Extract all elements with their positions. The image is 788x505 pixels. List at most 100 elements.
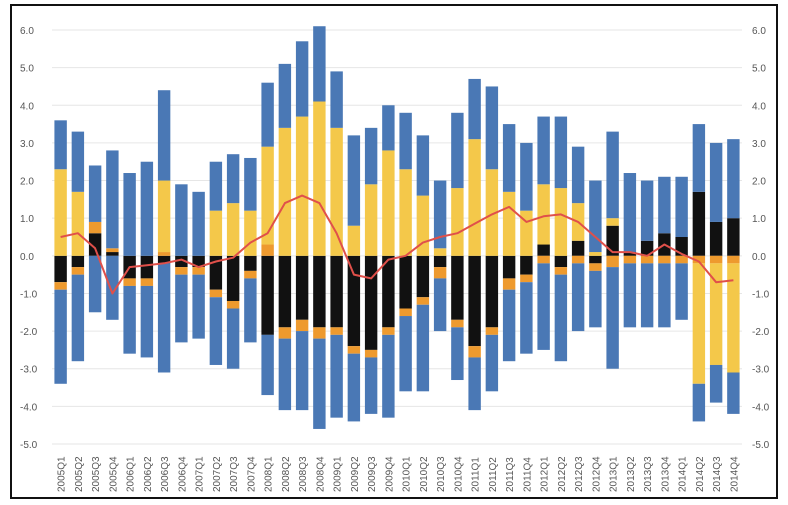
x-tick-label: 2009Q3: [367, 456, 378, 492]
bar-segment: [364, 357, 378, 414]
bar-segment: [54, 169, 67, 256]
bar-segment: [589, 263, 602, 271]
bar-segment: [416, 255, 430, 298]
bar-segment: [347, 346, 361, 354]
bar-segment: [140, 255, 154, 279]
y-tick-label: -4.0: [20, 402, 38, 413]
bar-segment: [71, 131, 85, 192]
bar-segment: [451, 188, 464, 256]
bar-segment: [433, 248, 447, 256]
x-tick-label: 2007Q3: [229, 456, 240, 492]
right-y-axis: 6.0 5.0 4.0 3.0 2.0 1.0 0.0 -1.0 -2.0 -3.0 -4.0 -5.…: [752, 26, 770, 451]
bar-segment: [382, 105, 395, 151]
y-tick-label: -3.0: [20, 365, 38, 376]
x-tick-label: 2010Q4: [453, 456, 464, 492]
bar-segment: [209, 210, 223, 256]
bar-segment: [554, 255, 568, 268]
bar-segment: [71, 191, 85, 256]
bar-segment: [727, 139, 740, 219]
bar-segment: [451, 319, 464, 328]
bar-segment: [382, 334, 395, 418]
bar-segment: [123, 173, 136, 256]
bar-segment: [382, 150, 395, 256]
bar-segment: [226, 308, 240, 369]
bar-segment: [433, 278, 447, 332]
bar-segment: [468, 357, 481, 411]
x-tick-label: 2011Q1: [471, 457, 482, 492]
bar-segment: [692, 263, 706, 384]
right-y-tick-label: -2.0: [752, 327, 770, 338]
bar-segment: [606, 218, 619, 226]
bar-segment: [157, 255, 171, 264]
bar-segment: [675, 176, 688, 237]
y-tick-label: 5.0: [20, 64, 34, 75]
bar-segment: [606, 267, 619, 369]
bar-segment: [692, 383, 706, 422]
bar-segment: [209, 297, 223, 365]
bar-segment: [347, 225, 361, 256]
bar-segment: [106, 255, 119, 320]
stacked-bar-line-chart: 6.0 5.0 4.0 3.0 2.0 1.0 0.0 -1.0 -2.0 -3.0 -4.0 -5.…: [20, 26, 770, 492]
bar-segment: [589, 252, 602, 256]
y-tick-label: -5.0: [20, 440, 38, 451]
bar-segment: [399, 308, 412, 317]
x-tick-label: 2012Q2: [557, 456, 568, 492]
bar-segment: [106, 252, 119, 256]
bar-segment: [226, 255, 240, 301]
bar-segment: [382, 327, 395, 335]
x-tick-label: 2014Q1: [678, 456, 689, 492]
bar-segment: [537, 116, 550, 185]
bar-segment: [261, 146, 274, 245]
x-tick-label: 2011Q2: [488, 457, 499, 492]
right-y-tick-label: 6.0: [752, 26, 766, 37]
bar-segment: [295, 331, 309, 411]
x-tick-label: 2010Q1: [402, 456, 413, 492]
bar-segment: [54, 255, 67, 283]
bar-segment: [54, 120, 67, 170]
right-y-tick-label: -5.0: [752, 440, 770, 451]
bar-segment: [399, 112, 412, 170]
bar-segment: [71, 255, 85, 268]
bar-segment: [347, 255, 361, 347]
bar-segment: [709, 263, 723, 365]
x-tick-label: 2013Q3: [643, 456, 654, 492]
bar-segment: [554, 274, 568, 362]
bar-segment: [88, 233, 102, 256]
bar-segment: [192, 191, 205, 256]
bar-segment: [209, 255, 223, 290]
right-y-tick-label: 0.0: [752, 252, 766, 263]
x-tick-label: 2005Q1: [57, 456, 68, 492]
x-tick-label: 2008Q2: [281, 456, 292, 492]
y-tick-label: -2.0: [20, 327, 38, 338]
bar-segment: [451, 327, 464, 381]
bar-segment: [261, 255, 274, 335]
bar-segment: [640, 240, 654, 256]
bar-segment: [709, 221, 723, 256]
bar-segment: [278, 127, 292, 256]
bar-segment: [485, 334, 499, 392]
y-tick-label: 0.0: [20, 252, 34, 263]
bar-segment: [244, 210, 257, 256]
x-tick-label: 2012Q4: [591, 456, 602, 492]
bar-segment: [399, 255, 412, 309]
bar-segment: [71, 274, 85, 362]
bar-segment: [71, 267, 85, 275]
bar-segment: [364, 349, 378, 358]
bar-segment: [88, 221, 102, 234]
bar-segment: [261, 244, 274, 256]
bar-segment: [554, 188, 568, 256]
x-tick-label: 2013Q2: [626, 456, 637, 492]
bar-segment: [295, 255, 309, 320]
bar-segment: [261, 82, 274, 147]
bar-segment: [675, 263, 688, 320]
bar-segment: [451, 112, 464, 189]
bar-segment: [399, 169, 412, 256]
x-tick-label: 2014Q2: [695, 456, 706, 492]
right-y-tick-label: -1.0: [752, 289, 770, 300]
line-series: [60, 194, 734, 295]
x-tick-label: 2005Q2: [74, 456, 85, 492]
x-tick-label: 2006Q2: [143, 456, 154, 492]
bar-segment: [192, 274, 205, 339]
right-y-tick-label: -3.0: [752, 365, 770, 376]
bar-segment: [727, 372, 740, 414]
